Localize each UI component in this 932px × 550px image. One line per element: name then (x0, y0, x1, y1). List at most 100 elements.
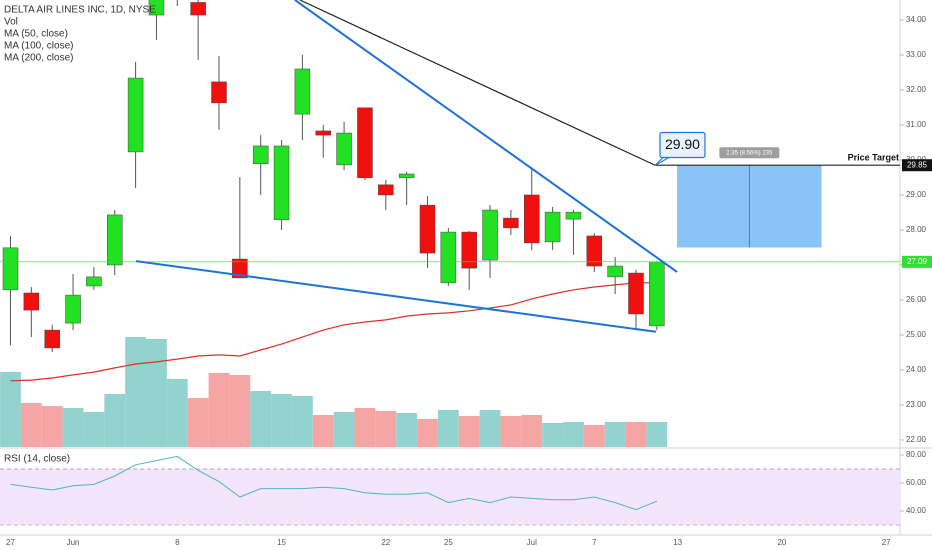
candle-body (148, 0, 165, 16)
x-tick-label: 20 (777, 538, 786, 547)
candle-body (628, 272, 644, 315)
volume-bar (375, 411, 397, 447)
trendline (294, 0, 678, 273)
candle-body (461, 231, 477, 269)
candle-body (419, 204, 436, 254)
price-target-label: Price Target (848, 153, 899, 163)
candle-body (607, 265, 623, 278)
volume-bar (500, 416, 522, 447)
volume-bar (563, 422, 584, 447)
y-tick-label: 31.00 (906, 120, 927, 129)
volume-bar (250, 391, 272, 447)
candle-body (482, 209, 498, 261)
legend-item: MA (200, close) (4, 53, 73, 64)
volume-bar (583, 425, 605, 447)
y-tick-label: 26.00 (906, 295, 927, 304)
x-tick-label: 15 (277, 538, 286, 547)
price-target-tag (902, 159, 932, 172)
rsi-tick-label: 60.00 (906, 478, 927, 487)
trendline (135, 260, 657, 333)
candle-body (336, 132, 352, 166)
x-tick-label: 7 (592, 538, 597, 547)
candle-body (649, 261, 665, 327)
ma-line (10, 282, 657, 382)
candle-body (378, 184, 394, 196)
candle-body (127, 77, 144, 153)
candle-body (211, 81, 227, 104)
rsi-line (10, 455, 658, 511)
callout-label: 29.90 (665, 136, 700, 152)
y-tick-label: 24.00 (906, 365, 927, 374)
y-tick-label: 28.00 (906, 225, 927, 234)
legend-item: MA (100, close) (4, 41, 73, 52)
volume-bar (521, 415, 543, 447)
x-tick-label: 27 (882, 538, 891, 547)
legend-item: MA (50, close) (4, 29, 68, 40)
x-tick-label: 22 (381, 538, 390, 547)
x-tick-label: Jul (527, 538, 537, 547)
candle-body (23, 292, 40, 311)
x-tick-label: 8 (175, 538, 180, 547)
measure-label: 2.35 (8.56%) 235 (726, 150, 773, 156)
volume-bar (20, 403, 42, 447)
x-tick-label: 13 (673, 538, 682, 547)
candle-body (315, 130, 331, 136)
volume-bar (62, 408, 84, 447)
volume-bar (312, 415, 334, 447)
volume-bar (125, 337, 146, 447)
candle-body (357, 107, 373, 179)
rsi-title: RSI (14, close) (4, 454, 70, 465)
price-target-value: 29.85 (907, 160, 928, 169)
candle-body (440, 231, 457, 284)
rsi-tick-label: 80.00 (906, 450, 927, 459)
volume-bar (417, 419, 438, 447)
volume-bar (166, 379, 188, 447)
volume-bar (208, 373, 230, 447)
candle-body (107, 214, 123, 266)
candle-body (232, 258, 248, 279)
candle-body (503, 217, 519, 229)
x-tick-label: 25 (444, 538, 453, 547)
candle-body (524, 194, 540, 244)
volume-bar (83, 412, 105, 447)
volume-bar (271, 394, 292, 447)
volume-bar (229, 375, 251, 447)
candle-body (398, 173, 415, 179)
candle-body (565, 211, 582, 220)
x-tick-label: 27 (6, 538, 15, 547)
candle-body (544, 211, 561, 243)
rsi-tick-label: 40.00 (906, 506, 927, 515)
y-tick-label: 29.00 (906, 190, 927, 199)
candle-body (190, 2, 206, 16)
symbol-title: DELTA AIR LINES INC, 1D, NYSE (4, 5, 156, 16)
candle-body (586, 235, 603, 267)
candle-body (44, 329, 60, 349)
volume-bar (625, 422, 647, 447)
y-tick-label: 34.00 (906, 15, 927, 24)
y-tick-label: 32.00 (906, 85, 927, 94)
volume-bar (479, 410, 501, 447)
measure-pill (719, 147, 780, 159)
y-tick-label: 23.00 (906, 400, 927, 409)
candle-body (2, 247, 19, 291)
candle-body (252, 145, 269, 165)
volume-bar (104, 394, 126, 447)
volume-bar (333, 412, 355, 447)
volume-bar (292, 396, 313, 447)
volume-bar (646, 422, 668, 447)
candle-body (65, 294, 81, 324)
last-price-tag (902, 255, 932, 268)
overlay: 22.0023.0024.0025.0026.0027.0028.0029.00… (0, 15, 932, 547)
volume-bar (354, 408, 376, 447)
volume-bar (187, 398, 209, 447)
volume-bar (458, 416, 480, 447)
rsi-band (0, 469, 900, 526)
y-tick-label: 33.00 (906, 50, 927, 59)
candle-body (294, 68, 311, 115)
candle-body (86, 276, 102, 287)
volume-bar (146, 339, 167, 447)
volume-bar (604, 422, 626, 447)
volume-bar (437, 410, 459, 447)
